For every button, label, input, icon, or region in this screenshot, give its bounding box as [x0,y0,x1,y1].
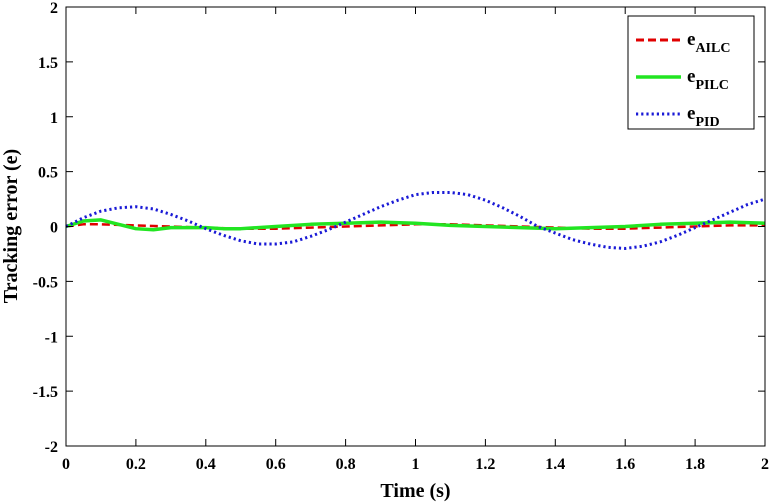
x-tick-label: 0.4 [196,456,216,473]
legend-box [627,15,755,130]
y-tick-label: -1 [45,329,58,346]
y-tick-label: -1.5 [33,384,58,401]
x-tick-label: 0.6 [266,456,286,473]
y-tick-label: 1 [50,110,58,127]
x-tick-label: 1.2 [475,456,495,473]
x-tick-label: 1 [412,456,420,473]
y-tick-label: 2 [50,0,58,17]
ticks-layer [65,6,766,447]
x-tick-label: 2 [761,456,769,473]
legend-label-ailc: eAILC [687,29,730,56]
y-tick-labels: -2 -1.5 -1 -0.5 0 0.5 1 1.5 2 [33,0,58,456]
y-tick-label: -0.5 [33,274,58,291]
x-tick-label: 0 [62,456,70,473]
y-tick-label: -2 [45,439,58,456]
series-line-ailc [65,223,765,230]
x-tick-label: 1.8 [685,456,705,473]
y-tick-label: 1.5 [38,55,58,72]
y-tick-label: 0.5 [38,165,58,182]
x-tick-label: 1.4 [545,456,565,473]
x-tick-labels: 0 0.2 0.4 0.6 0.8 1 1.2 1.4 1.6 1.8 2 [62,456,769,473]
x-tick-label: 0.2 [126,456,146,473]
y-tick-label: 0 [50,220,58,237]
x-axis-title: Time (s) [380,480,450,502]
x-tick-label: 1.6 [615,456,635,473]
legend-label-pilc: ePILC [687,66,729,93]
legend: eAILC ePILC ePID [627,15,755,130]
y-axis-title: Tracking error (e) [0,149,22,303]
legend-label-pid: ePID [687,103,720,130]
series-line-pilc [65,218,766,232]
series-layer [65,190,766,250]
x-tick-label: 0.8 [336,456,356,473]
